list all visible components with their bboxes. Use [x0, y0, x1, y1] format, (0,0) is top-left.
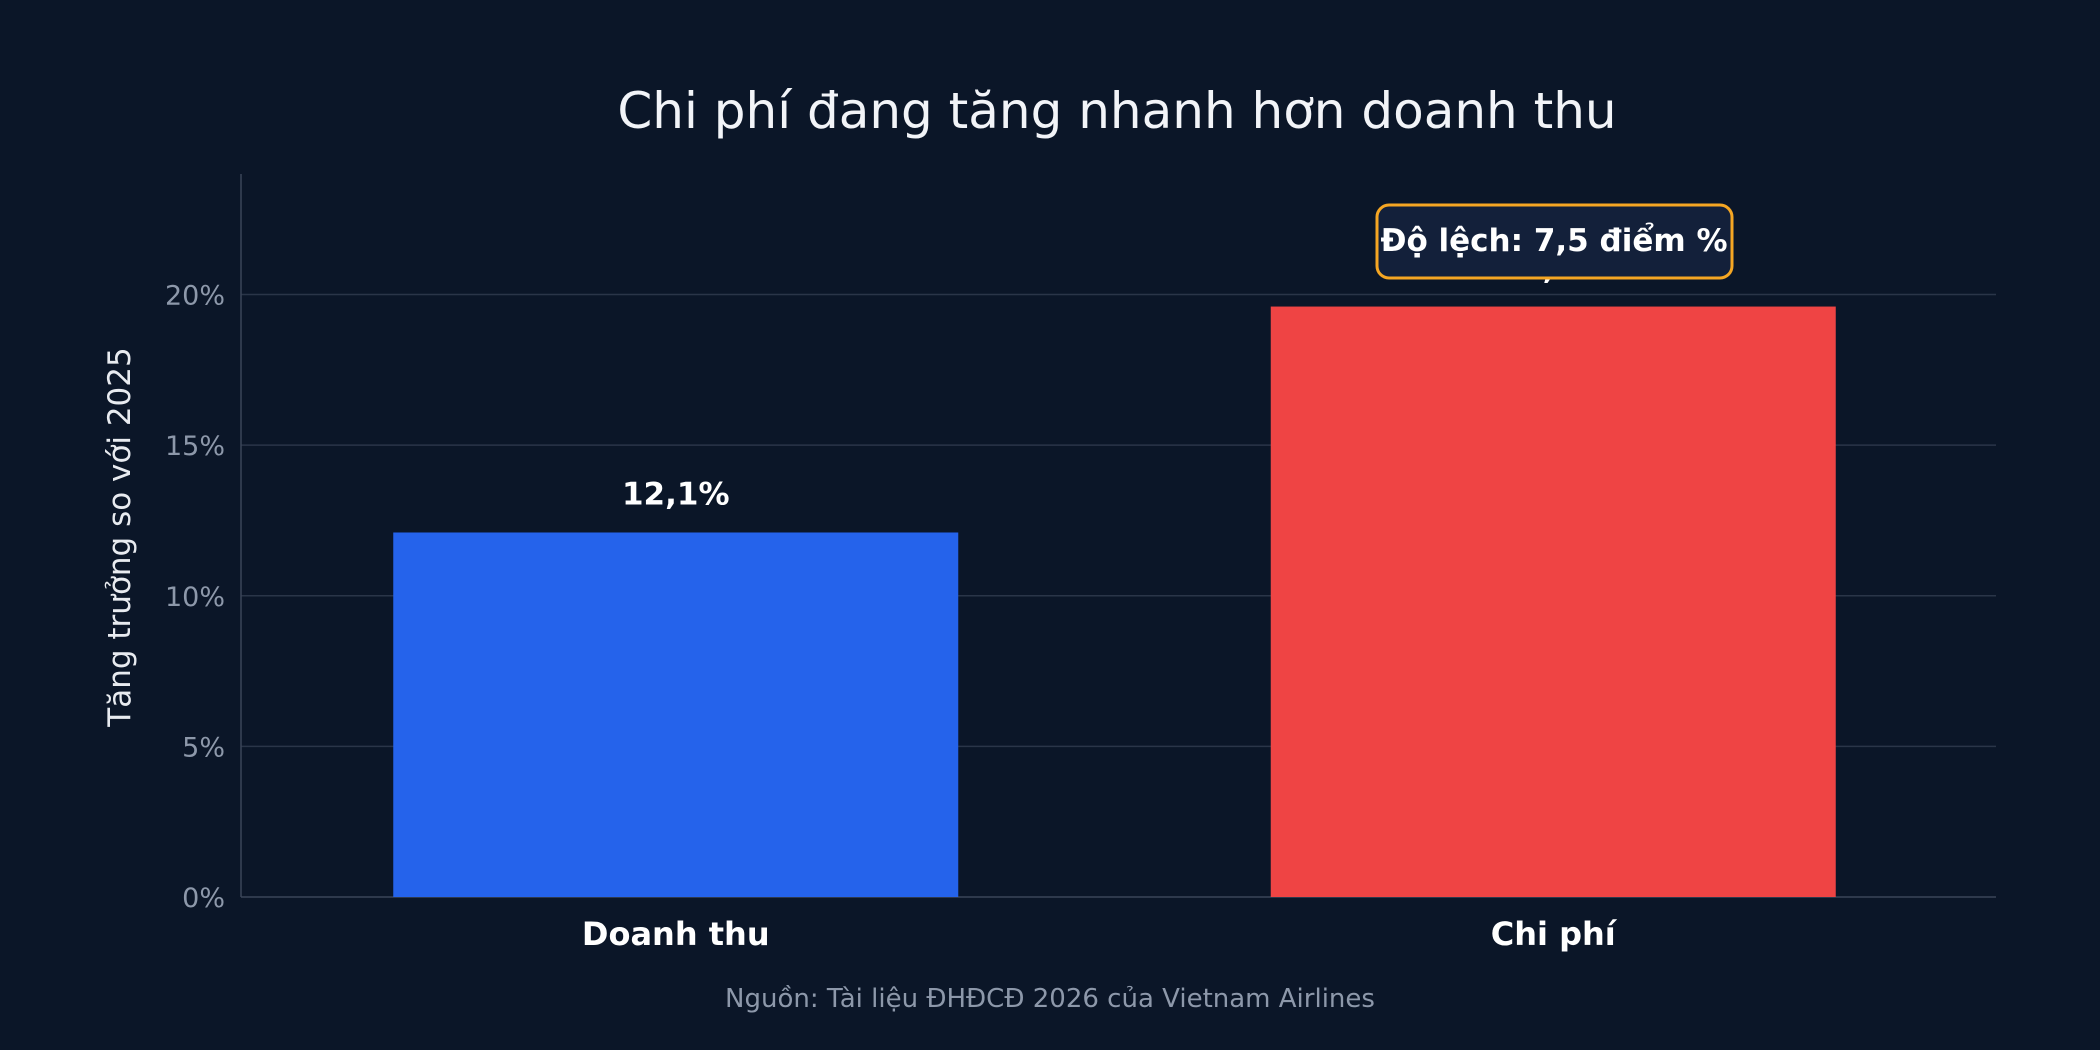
- bars: 12,1%Doanh thu19,6%Chi phí: [393, 251, 1836, 953]
- y-tick-label: 0%: [182, 883, 225, 914]
- bar-value-label: 12,1%: [622, 476, 730, 512]
- chart-title: Chi phí đang tăng nhanh hơn doanh thu: [617, 82, 1616, 140]
- source-note: Nguồn: Tài liệu ĐHĐCĐ 2026 của Vietnam A…: [725, 984, 1375, 1014]
- gap-annotation: Độ lệch: 7,5 điểm %: [1375, 203, 1734, 280]
- bar-0: [393, 532, 959, 897]
- y-axis-label: Tăng trưởng so với 2025: [102, 347, 138, 727]
- y-tick-label: 10%: [165, 582, 225, 613]
- annotation-box: [1375, 203, 1734, 280]
- y-tick-label: 15%: [165, 431, 225, 462]
- annotation-text: Độ lệch: 7,5 điểm %: [1380, 223, 1727, 259]
- bar-1: [1270, 306, 1836, 897]
- x-tick-label: Chi phí: [1491, 915, 1618, 953]
- y-tick-label: 20%: [165, 281, 225, 312]
- x-tick-label: Doanh thu: [582, 915, 770, 953]
- y-tick-label: 5%: [182, 732, 225, 763]
